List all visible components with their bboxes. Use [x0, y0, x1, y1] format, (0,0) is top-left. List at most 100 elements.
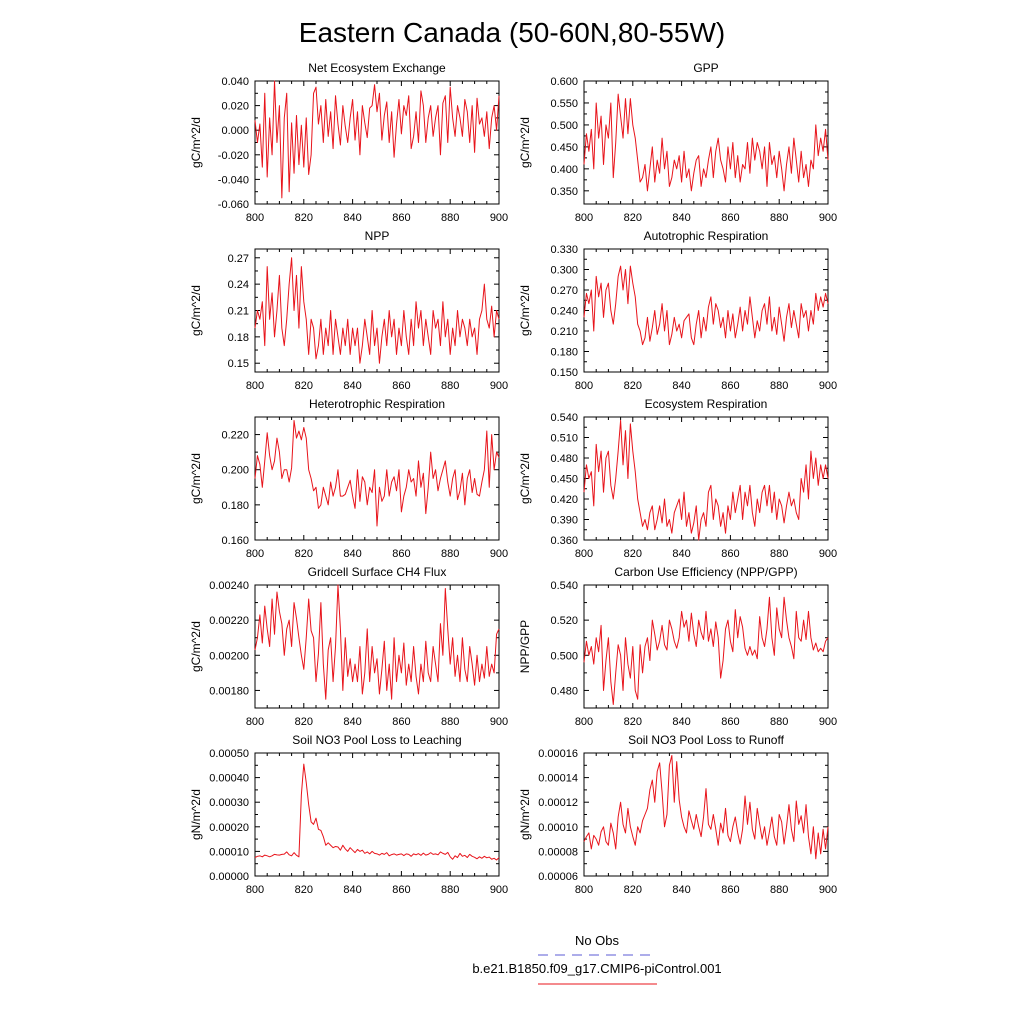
y-tick-label: 0.350	[550, 186, 578, 198]
x-tick-label: 840	[343, 380, 361, 392]
y-tick-label: 0.18	[228, 332, 249, 344]
y-tick-label: 0.000	[221, 125, 249, 137]
y-tick-label: 0.390	[550, 515, 578, 527]
x-tick-label: 800	[575, 380, 593, 392]
chart-panel-7: Gridcell Surface CH4 Flux gC/m^2/d 800 820 8…	[189, 565, 508, 728]
plot-frame	[254, 80, 500, 205]
x-tick-label: 880	[770, 548, 788, 560]
y-tick-label: 0.600	[550, 76, 578, 88]
x-tick-label: 880	[441, 380, 459, 392]
x-tick-label: 800	[575, 716, 593, 728]
series-line-1	[254, 420, 500, 527]
x-tick-label: 800	[246, 548, 264, 560]
y-tick-label: 0.00020	[209, 822, 249, 834]
y-tick-label: 0.180	[221, 500, 249, 512]
y-tick-label: -0.060	[218, 199, 249, 211]
x-tick-label: 800	[246, 212, 264, 224]
chart-panel-2: GPP gC/m^2/d 800 820 840 860 880 900 0.350 0.400 0…	[518, 61, 837, 224]
y-axis-label: gN/m^2/d	[189, 789, 203, 840]
x-tick-label: 840	[672, 716, 690, 728]
x-tick-label: 900	[490, 548, 508, 560]
y-tick-label: 0.00030	[209, 797, 249, 809]
y-tick-label: 0.15	[228, 358, 249, 370]
panel-title: Heterotrophic Respiration	[309, 397, 445, 411]
x-tick-label: 860	[392, 548, 410, 560]
y-axis-label: gC/m^2/d	[518, 285, 532, 336]
x-tick-label: 860	[392, 716, 410, 728]
legend: No Obs b.e21.B1850.f09_g17.CMIP6-piContr…	[472, 933, 722, 985]
y-tick-label: 0.00014	[538, 773, 578, 785]
y-tick-label: 0.00006	[538, 871, 578, 883]
series-line-1	[254, 584, 500, 700]
y-axis-label: gC/m^2/d	[518, 453, 532, 504]
y-tick-label: 0.540	[550, 580, 578, 592]
x-tick-label: 880	[770, 380, 788, 392]
chart-panel-8: Carbon Use Efficiency (NPP/GPP) NPP/GPP 80…	[518, 565, 837, 728]
x-tick-label: 880	[441, 716, 459, 728]
panel-title: Gridcell Surface CH4 Flux	[308, 565, 447, 579]
y-tick-label: 0.480	[550, 685, 578, 697]
legend-label-case: b.e21.B1850.f09_g17.CMIP6-piControl.001	[472, 961, 721, 976]
x-tick-label: 840	[672, 884, 690, 896]
x-tick-label: 900	[819, 548, 837, 560]
y-axis-label: gC/m^2/d	[518, 117, 532, 168]
y-tick-label: 0.00010	[538, 822, 578, 834]
y-tick-label: 0.150	[550, 367, 578, 379]
x-tick-label: 900	[490, 212, 508, 224]
y-axis-label: NPP/GPP	[518, 620, 532, 673]
x-tick-label: 860	[721, 548, 739, 560]
x-tick-label: 840	[343, 548, 361, 560]
series-line-1	[254, 80, 500, 199]
x-tick-label: 840	[672, 380, 690, 392]
x-tick-label: 840	[343, 212, 361, 224]
x-tick-label: 900	[819, 716, 837, 728]
x-tick-label: 820	[295, 548, 313, 560]
x-tick-label: 880	[770, 716, 788, 728]
x-tick-label: 820	[295, 212, 313, 224]
series-line-1	[583, 93, 829, 192]
x-tick-label: 880	[441, 884, 459, 896]
x-tick-label: 820	[624, 716, 642, 728]
y-tick-label: 0.040	[221, 76, 249, 88]
y-tick-label: 0.270	[550, 285, 578, 297]
x-tick-label: 800	[575, 212, 593, 224]
panel-title: NPP	[365, 229, 390, 243]
x-tick-label: 860	[721, 884, 739, 896]
y-tick-label: 0.520	[550, 615, 578, 627]
series-line-1	[583, 754, 829, 860]
series-line-1	[583, 265, 829, 346]
chart-panel-6: Ecosystem Respiration gC/m^2/d 800 820 840 86…	[518, 397, 837, 560]
y-tick-label: 0.00180	[209, 685, 249, 697]
x-tick-label: 800	[246, 716, 264, 728]
panel-title: Soil NO3 Pool Loss to Runoff	[628, 733, 785, 747]
figure-title: Eastern Canada (50-60N,80-55W)	[299, 17, 725, 48]
x-tick-label: 880	[770, 884, 788, 896]
legend-label-obs: No Obs	[575, 933, 620, 948]
x-tick-label: 860	[392, 884, 410, 896]
x-tick-label: 820	[295, 380, 313, 392]
x-tick-label: 900	[490, 716, 508, 728]
x-tick-label: 900	[490, 380, 508, 392]
x-tick-label: 900	[819, 212, 837, 224]
y-tick-label: 0.510	[550, 433, 578, 445]
x-tick-label: 800	[575, 548, 593, 560]
x-tick-label: 880	[770, 212, 788, 224]
series-line-1	[254, 257, 500, 364]
x-tick-label: 860	[392, 380, 410, 392]
x-tick-label: 900	[490, 884, 508, 896]
y-tick-label: 0.210	[550, 326, 578, 338]
y-axis-label: gC/m^2/d	[189, 453, 203, 504]
y-tick-label: 0.00220	[209, 615, 249, 627]
panel-title: Autotrophic Respiration	[644, 229, 769, 243]
x-tick-label: 860	[721, 716, 739, 728]
y-tick-label: 0.330	[550, 244, 578, 256]
y-tick-label: 0.220	[221, 430, 249, 442]
y-tick-label: -0.020	[218, 150, 249, 162]
y-tick-label: 0.00040	[209, 773, 249, 785]
x-tick-label: 840	[672, 548, 690, 560]
x-tick-label: 820	[624, 212, 642, 224]
x-tick-label: 860	[721, 380, 739, 392]
y-axis-label: gN/m^2/d	[518, 789, 532, 840]
x-tick-label: 820	[295, 884, 313, 896]
